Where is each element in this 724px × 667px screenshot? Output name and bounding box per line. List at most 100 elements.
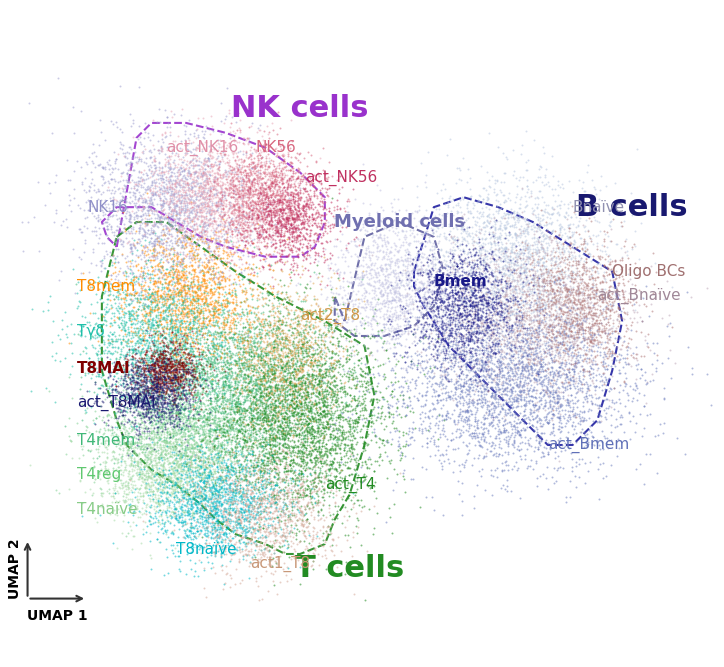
Point xyxy=(647,247,659,258)
Point xyxy=(271,143,282,153)
Point xyxy=(195,218,206,229)
Point xyxy=(241,184,253,195)
Point xyxy=(237,223,249,233)
Point xyxy=(155,141,167,152)
Point xyxy=(196,227,208,238)
Point xyxy=(517,351,529,362)
Point xyxy=(233,557,245,568)
Point xyxy=(336,371,348,382)
Point xyxy=(470,301,481,311)
Point xyxy=(150,362,161,372)
Point xyxy=(485,237,497,248)
Point xyxy=(211,448,223,459)
Point xyxy=(573,215,584,226)
Point xyxy=(289,233,300,244)
Point xyxy=(656,313,668,323)
Point xyxy=(522,370,534,381)
Point xyxy=(227,549,239,560)
Point xyxy=(502,336,513,347)
Point xyxy=(211,390,222,400)
Point xyxy=(114,289,125,299)
Point xyxy=(198,352,210,363)
Point xyxy=(128,289,140,300)
Point xyxy=(292,186,304,197)
Point xyxy=(273,204,285,215)
Point xyxy=(135,456,146,466)
Point xyxy=(431,302,442,313)
Point xyxy=(179,391,190,402)
Point xyxy=(243,332,254,343)
Point xyxy=(489,407,500,418)
Point xyxy=(199,296,211,307)
Point xyxy=(198,261,210,272)
Point xyxy=(219,236,231,247)
Point xyxy=(496,277,508,287)
Point xyxy=(242,243,253,253)
Point xyxy=(135,468,146,479)
Point xyxy=(274,504,285,514)
Point xyxy=(523,349,535,360)
Point xyxy=(591,243,602,254)
Point xyxy=(133,225,145,236)
Point xyxy=(156,278,168,289)
Point xyxy=(400,295,411,305)
Point xyxy=(266,364,277,375)
Point xyxy=(171,196,182,207)
Point xyxy=(288,345,300,356)
Point xyxy=(163,384,174,394)
Point xyxy=(142,382,153,393)
Point xyxy=(211,502,223,512)
Point xyxy=(528,220,539,231)
Point xyxy=(442,199,454,210)
Point xyxy=(243,259,255,269)
Point xyxy=(563,317,575,327)
Point xyxy=(168,188,180,199)
Point xyxy=(290,401,301,412)
Point xyxy=(138,178,149,189)
Point xyxy=(252,410,264,421)
Point xyxy=(216,507,227,518)
Point xyxy=(202,204,214,215)
Point xyxy=(185,421,197,432)
Point xyxy=(134,375,146,386)
Point xyxy=(306,369,318,380)
Point xyxy=(143,217,154,227)
Point xyxy=(477,331,489,342)
Point xyxy=(568,293,579,303)
Point xyxy=(316,359,327,370)
Point xyxy=(125,438,137,449)
Point xyxy=(224,464,236,474)
Point xyxy=(530,175,542,186)
Point xyxy=(432,422,444,433)
Point xyxy=(448,305,460,316)
Point xyxy=(295,398,306,408)
Point xyxy=(175,400,187,411)
Point xyxy=(183,284,195,295)
Point xyxy=(324,353,335,364)
Point xyxy=(232,475,243,486)
Point xyxy=(221,297,232,308)
Point xyxy=(173,258,185,269)
Point xyxy=(484,333,496,344)
Point xyxy=(244,273,256,284)
Point xyxy=(172,506,184,516)
Point xyxy=(542,364,554,375)
Point xyxy=(221,442,232,453)
Point xyxy=(471,280,483,291)
Point xyxy=(266,412,278,423)
Point xyxy=(173,164,185,175)
Point xyxy=(222,210,234,221)
Point xyxy=(227,373,238,384)
Point xyxy=(491,321,502,331)
Point xyxy=(239,531,251,542)
Point xyxy=(270,432,282,442)
Point xyxy=(243,323,254,334)
Point xyxy=(151,386,163,396)
Point xyxy=(101,224,113,235)
Point xyxy=(487,310,498,321)
Point xyxy=(162,186,174,197)
Point xyxy=(377,246,389,257)
Point xyxy=(599,336,611,347)
Point xyxy=(151,299,163,309)
Point xyxy=(234,219,245,230)
